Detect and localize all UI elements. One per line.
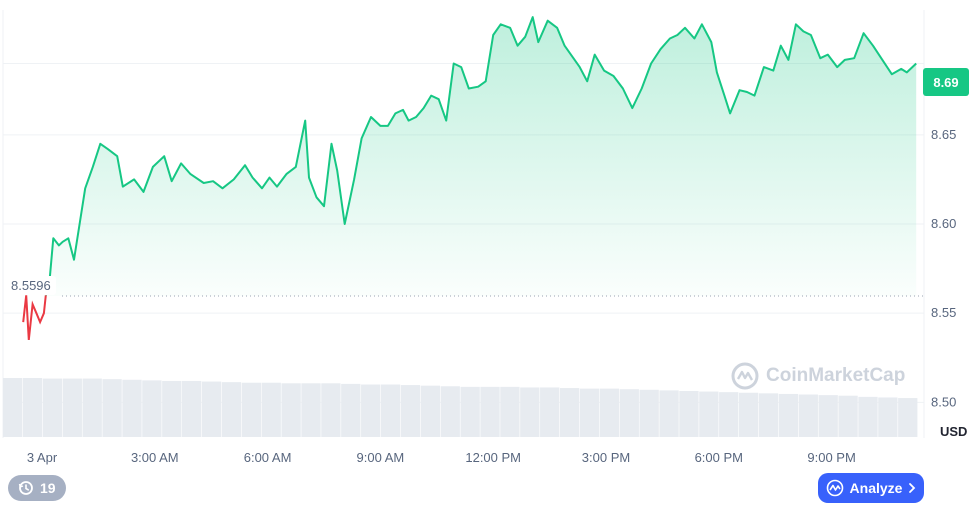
x-tick-label: 3 Apr [27, 450, 58, 465]
volume-bar [122, 379, 142, 437]
x-tick-label: 3:00 AM [131, 450, 179, 465]
volume-bar [3, 378, 23, 437]
x-tick-label: 9:00 AM [357, 450, 405, 465]
history-count: 19 [40, 480, 56, 496]
volume-bar [321, 383, 341, 437]
volume-bar [182, 380, 202, 437]
x-tick-label: 6:00 AM [244, 450, 292, 465]
volume-bar [102, 379, 122, 437]
volume-bar [659, 390, 679, 437]
y-axis-ticks: 8.65 8.60 8.55 8.50 [931, 127, 956, 410]
volume-bar [719, 392, 739, 437]
volume-bar [520, 387, 540, 437]
history-clock-icon [18, 481, 33, 495]
volume-bar [361, 384, 381, 437]
volume-bar [261, 382, 281, 437]
volume-bar [162, 380, 182, 437]
y-tick-label: 8.65 [931, 127, 956, 142]
price-line-up [44, 16, 917, 296]
watermark-text: CoinMarketCap [766, 365, 906, 386]
volume-bars [3, 378, 918, 437]
volume-bar [898, 398, 918, 437]
currency-unit-label: USD [940, 424, 967, 439]
volume-bar [699, 391, 719, 437]
y-tick-label: 8.60 [931, 216, 956, 231]
open-price-label: 8.5596 [6, 276, 56, 295]
volume-bar [579, 388, 600, 437]
history-button[interactable]: 19 [8, 475, 66, 501]
chevron-right-icon [909, 483, 916, 493]
volume-bar [460, 386, 480, 437]
volume-bar [420, 385, 441, 437]
volume-bar [818, 395, 838, 437]
price-lines [22, 16, 917, 341]
volume-bar [201, 381, 222, 437]
volume-bar [82, 378, 102, 437]
volume-bar [639, 389, 659, 437]
x-tick-label: 3:00 PM [582, 450, 630, 465]
price-area [45, 17, 917, 297]
volume-bar [559, 388, 580, 437]
analyze-chart-icon [826, 479, 843, 497]
x-tick-label: 12:00 PM [465, 450, 521, 465]
volume-bar [341, 383, 361, 437]
volume-bar [599, 388, 620, 437]
volume-bar [838, 395, 858, 437]
volume-bar [540, 387, 560, 437]
coinmarketcap-logo-icon [731, 362, 759, 390]
volume-bar [380, 384, 401, 437]
volume-bar [778, 393, 799, 437]
volume-bar [878, 397, 898, 437]
current-price-tag: 8.69 [923, 68, 969, 96]
analyze-button[interactable]: Analyze [818, 473, 924, 503]
x-axis-ticks: 3 Apr 3:00 AM 6:00 AM 9:00 AM 12:00 PM 3:00 P… [27, 450, 856, 465]
volume-bar [798, 394, 818, 437]
volume-bar [241, 382, 261, 437]
x-tick-label: 9:00 PM [807, 450, 855, 465]
volume-bar [281, 383, 301, 437]
volume-bar [858, 396, 878, 437]
analyze-label: Analyze [849, 480, 903, 496]
volume-bar [738, 392, 759, 437]
price-line-down [22, 295, 47, 341]
volume-bar [400, 385, 421, 437]
volume-bar [480, 386, 500, 437]
volume-bar [500, 386, 520, 437]
volume-bar [62, 378, 82, 437]
volume-bar [221, 382, 242, 437]
volume-bar [440, 386, 460, 437]
x-tick-label: 6:00 PM [695, 450, 743, 465]
y-tick-label: 8.50 [931, 394, 956, 409]
volume-bar [42, 378, 63, 437]
volume-bar [679, 390, 699, 437]
coinmarketcap-watermark: CoinMarketCap [731, 362, 905, 390]
volume-bar [301, 383, 321, 437]
volume-bar [619, 389, 639, 437]
volume-bar [758, 393, 779, 437]
price-area-fill [45, 17, 917, 297]
volume-bar [142, 380, 162, 437]
y-tick-label: 8.55 [931, 305, 956, 320]
volume-bar [22, 378, 43, 437]
